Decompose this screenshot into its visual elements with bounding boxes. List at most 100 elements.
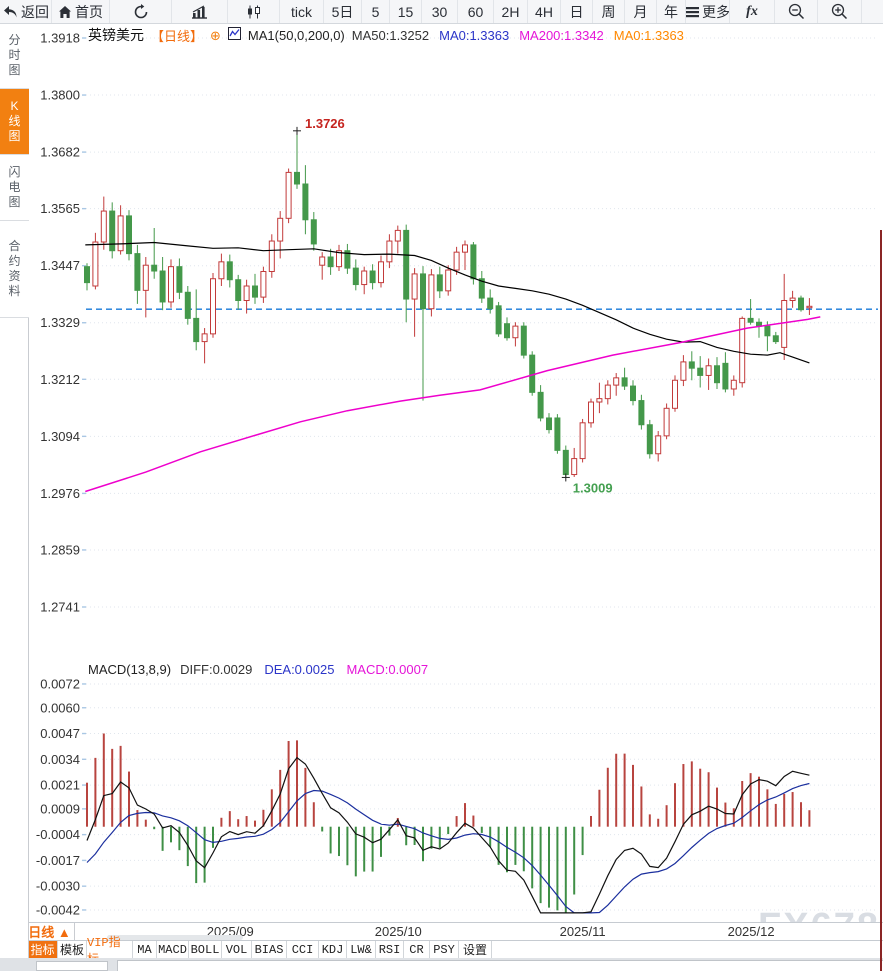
ma-values: MA50:1.3252 MA0:1.3363 MA200:1.3342 MA0:1.3… — [352, 28, 684, 43]
indicator-tab-BIAS[interactable]: BIAS — [252, 941, 287, 958]
indicator-tab-设置[interactable]: 设置 — [459, 941, 492, 958]
toolbar-fx-button[interactable]: fx — [730, 0, 775, 23]
toolbar-h4-label: 4H — [535, 3, 553, 20]
high-annotation: 1.3726 — [305, 116, 345, 131]
indicator-tab-LW&[interactable]: LW& — [347, 941, 376, 958]
ma50-line — [85, 241, 810, 364]
low-annotation: 1.3009 — [573, 480, 613, 495]
macd-value-0: DIFF:0.0029 — [180, 662, 253, 677]
toolbar-more-button[interactable]: 更多 — [686, 0, 730, 23]
main-y-tick: 1.3447 — [40, 258, 80, 273]
macd-chart[interactable]: 0.0072 0.0060 0.0047 0.0034 0.0021 0.0009 -0.0… — [0, 660, 883, 922]
toolbar-5d-label: 5日 — [331, 3, 354, 20]
indicator-tab-VIP指标[interactable]: VIP指标 — [87, 936, 133, 967]
macd-y-tick: 0.0072 — [40, 676, 80, 691]
indicator-tab-KDJ[interactable]: KDJ — [319, 941, 347, 958]
toolbar-h2-label: 2H — [501, 3, 520, 20]
add-indicator-icon[interactable]: ⊕ — [210, 27, 221, 43]
toolbar-m30-button[interactable]: 30 — [422, 0, 458, 23]
refresh-icon — [133, 3, 149, 20]
candles — [84, 130, 813, 478]
main-y-tick: 1.3212 — [40, 372, 80, 387]
toolbar-zoom-in-button[interactable] — [818, 0, 862, 23]
period-tag: 【日线】 — [151, 28, 204, 44]
home-icon — [58, 5, 72, 19]
toolbar-bar-chart-button[interactable] — [172, 0, 228, 23]
macd-y-tick: 0.0060 — [40, 700, 80, 715]
ma-value-1: MA0:1.3363 — [439, 27, 510, 43]
symbol-name: 英镑美元 — [88, 27, 144, 43]
indicator-tab-BOLL[interactable]: BOLL — [189, 941, 222, 958]
diff-line — [86, 756, 810, 914]
toolbar-candle-chart-button[interactable] — [228, 0, 280, 23]
scrollbar-thumb[interactable] — [107, 935, 243, 940]
indicator-tab-指标[interactable]: 指标 — [28, 941, 58, 958]
toolbar-refresh-button[interactable] — [110, 0, 172, 23]
sidebar-item-2[interactable]: 闪电图 — [0, 155, 29, 221]
toolbar-year-button[interactable]: 年 — [657, 0, 686, 23]
sidebar-item-3[interactable]: 合约资料 — [0, 221, 29, 318]
toolbar-zoom-out-button[interactable] — [775, 0, 818, 23]
toolbar-day-button[interactable]: 日 — [561, 0, 593, 23]
macd-settings-label: MACD(13,8,9) — [88, 662, 172, 677]
indicator-tab-RSI[interactable]: RSI — [376, 941, 404, 958]
ma-settings-label: MA1(50,0,200,0) — [247, 27, 345, 43]
macd-value-2: MACD:0.0007 — [346, 662, 429, 677]
indicator-tab-CCI[interactable]: CCI — [287, 941, 319, 958]
indicator-tabs: 指标模板VIP指标MAMACDBOLLVOLBIASCCIKDJLW&RSICR… — [0, 936, 883, 967]
toolbar-m60-label: 60 — [467, 3, 484, 20]
indicator-tab-VOL[interactable]: VOL — [222, 941, 252, 958]
sidebar-item-0[interactable]: 分时图 — [0, 23, 29, 89]
toolbar-h2-button[interactable]: 2H — [494, 0, 528, 23]
toolbar-tick-button[interactable]: tick — [280, 0, 324, 23]
main-y-tick: 1.2976 — [40, 486, 80, 501]
macd-y-tick: 0.0009 — [40, 801, 80, 816]
ma200-line — [85, 316, 821, 493]
macd-header: MACD(13,8,9) DIFF:0.0029 DEA:0.0025 MACD:0… — [88, 662, 428, 677]
period-selector[interactable]: 日线 ▲ — [25, 923, 75, 940]
macd-value-1: DEA:0.0025 — [264, 662, 335, 677]
toolbar: 返回 首页 tick 5日 5 15 30 60 2H 4H 日周月年 更多 fx — [0, 0, 883, 24]
collapsed-panel — [117, 960, 883, 971]
main-y-tick: 1.3800 — [40, 88, 80, 103]
ma-value-3: MA0:1.3363 — [613, 27, 684, 43]
main-y-axis: 1.3918 1.3800 1.3682 1.3565 1.3447 1.3329 1.32… — [40, 31, 80, 615]
macd-y-tick: -0.0030 — [36, 879, 80, 894]
zoom-out-icon — [788, 3, 805, 20]
toolbar-m60-button[interactable]: 60 — [458, 0, 494, 23]
macd-histogram — [86, 733, 811, 913]
toolbar-m5-label: 5 — [371, 3, 380, 20]
indicator-tab-CR[interactable]: CR — [404, 941, 430, 958]
dea-line — [86, 782, 810, 914]
main-y-tick: 1.3918 — [40, 31, 80, 46]
toolbar-m15-button[interactable]: 15 — [390, 0, 422, 23]
toolbar-month-label: 月 — [633, 3, 648, 20]
back-arrow-icon — [2, 5, 18, 19]
toolbar-back-label: 返回 — [21, 3, 49, 20]
indicator-tab-MACD[interactable]: MACD — [157, 941, 189, 958]
bottom-strip — [0, 958, 883, 971]
menu-icon — [686, 6, 699, 18]
toolbar-year-label: 年 — [664, 3, 678, 20]
candlestick-chart[interactable]: 1.3918 1.3800 1.3682 1.3565 1.3447 1.3329 1.32… — [0, 23, 883, 660]
toolbar-m5-button[interactable]: 5 — [362, 0, 390, 23]
main-y-tick: 1.3682 — [40, 145, 80, 160]
indicator-tab-MA[interactable]: MA — [133, 941, 157, 958]
toolbar-home-button[interactable]: 首页 — [52, 0, 110, 23]
toolbar-5d-button[interactable]: 5日 — [324, 0, 362, 23]
toolbar-m15-label: 15 — [397, 3, 414, 20]
toolbar-h4-button[interactable]: 4H — [528, 0, 561, 23]
bar-chart-icon — [191, 5, 208, 19]
indicator-tab-模板[interactable]: 模板 — [58, 941, 87, 958]
toolbar-back-button[interactable]: 返回 — [0, 0, 52, 23]
chart-header: 英镑美元 【日线】 ⊕ MA1(50,0,200,0) MA50:1.3252 M… — [88, 25, 684, 45]
collapsed-panel-box[interactable] — [36, 961, 108, 971]
main-y-tick: 1.3565 — [40, 201, 80, 216]
toolbar-week-button[interactable]: 周 — [593, 0, 625, 23]
macd-y-tick: 0.0034 — [40, 752, 80, 767]
candle-chart-icon — [246, 5, 262, 19]
indicator-tab-PSY[interactable]: PSY — [430, 941, 459, 958]
toolbar-month-button[interactable]: 月 — [625, 0, 657, 23]
